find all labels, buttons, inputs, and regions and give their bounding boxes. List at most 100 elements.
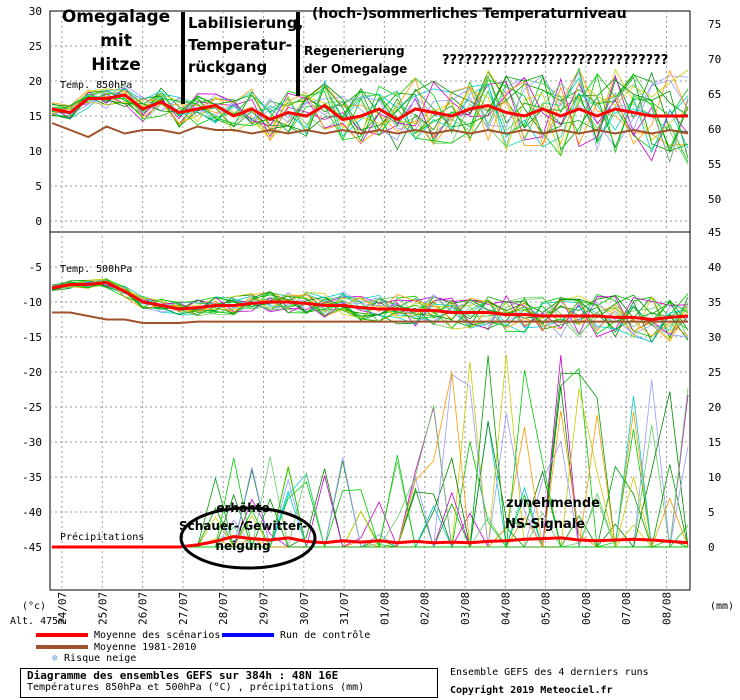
ensemble-member-500 [51, 278, 689, 340]
right-tick-label: 25 [708, 366, 721, 379]
ensemble-member-precip [52, 379, 688, 548]
ensemble-member-850 [51, 74, 689, 159]
ensemble-member-850 [51, 75, 689, 154]
annotation-labilisierung: Labilisierung, [188, 14, 303, 32]
left-tick-label: -5 [29, 261, 42, 274]
left-tick-label: -15 [22, 331, 42, 344]
annotation-zunehmende: zunehmende [506, 496, 600, 511]
x-tick-label: 03/08 [459, 592, 472, 625]
legend-swatch [222, 633, 274, 637]
footer-title: Diagramme des ensembles GEFS sur 384h : … [27, 669, 339, 682]
x-tick-label: 30/07 [298, 592, 311, 625]
precip-label: Précipitations [60, 531, 144, 543]
annotation-neigung: neigung [215, 539, 270, 553]
x-tick-label: 08/08 [661, 592, 674, 625]
right-tick-label: 35 [708, 296, 721, 309]
ensemble-member-850 [51, 79, 689, 154]
ensemble-member-precip [52, 441, 689, 549]
panel-500-frame [49, 231, 691, 591]
left-tick-label: -25 [22, 401, 42, 414]
legend-mean-climate: Moyenne 1981-2010 [36, 642, 196, 653]
ensemble-member-850 [51, 73, 689, 157]
ensemble-member-precip [52, 373, 688, 548]
x-tick-label: 31/07 [338, 592, 351, 625]
left-tick-label: 10 [29, 145, 42, 158]
x-tick-label: 01/08 [378, 592, 391, 625]
footer-subtitle: Températures 850hPa et 500hPa (°C) , pré… [27, 682, 365, 693]
x-tick-label: 05/08 [540, 592, 553, 625]
x-tick-label: 06/08 [580, 592, 593, 625]
x-tick-label: 24/07 [56, 592, 69, 625]
left-tick-label: -45 [22, 541, 42, 554]
ensemble-member-precip [52, 385, 688, 548]
x-tick-label: 29/07 [258, 592, 271, 625]
left-tick-label: -40 [22, 506, 42, 519]
annotation-ns-signale: NS-Signale [505, 517, 585, 532]
legend-label: Moyenne des scénarios [94, 630, 221, 641]
annotation-schauer: Schauer-/Gewitter- [179, 519, 307, 533]
right-tick-label: 15 [708, 436, 721, 449]
ensemble-member-precip [52, 388, 688, 549]
ensemble-member-precip [52, 373, 689, 548]
right-tick-label: 60 [708, 123, 721, 136]
right-tick-label: 0 [708, 541, 715, 554]
annotation-temperatur: Temperatur- [188, 36, 292, 54]
ensemble-member-850 [51, 67, 689, 163]
panel-850-label: Temp. 850hPa [60, 80, 132, 91]
x-tick-label: 28/07 [217, 592, 230, 625]
ensemble-member-precip [52, 391, 689, 548]
ensemble-member-precip [52, 387, 689, 548]
footer-runs: Ensemble GEFS des 4 derniers runs [450, 667, 649, 678]
scenario-mean-850-line [51, 93, 688, 122]
snowflake-icon: ❄ [52, 653, 59, 664]
ensemble-member-500 [51, 281, 689, 331]
ensemble-member-850 [51, 79, 689, 165]
scenario-mean-500-line [51, 280, 689, 322]
footer-copyright: Copyright 2019 Meteociel.fr [450, 685, 613, 696]
annotation-ellipse [179, 506, 317, 570]
left-tick-label: -20 [22, 366, 42, 379]
right-tick-label: 20 [708, 401, 721, 414]
ensemble-member-500 [51, 281, 689, 343]
annotation-rueckgang: rückgang [188, 58, 267, 76]
left-tick-label: 20 [29, 75, 42, 88]
climate-mean-500-line [52, 311, 688, 324]
x-tick-label: 26/07 [137, 592, 150, 625]
left-tick-label: 15 [29, 110, 42, 123]
altitude-label: Alt. 475m [10, 616, 64, 627]
left-tick-label: 0 [35, 215, 42, 228]
ensemble-member-850 [51, 74, 689, 143]
ensemble-member-precip [52, 411, 688, 548]
legend-control-run: Run de contrôle [222, 630, 370, 641]
annotation-sommerlich: (hoch-)sommerliches Temperaturniveau [312, 6, 627, 22]
right-tick-label: 70 [708, 53, 721, 66]
right-tick-label: 75 [708, 18, 721, 31]
legend-swatch [36, 633, 88, 637]
panel-500-label: Temp. 500hPa [60, 264, 132, 275]
legend-label: Moyenne 1981-2010 [94, 642, 197, 653]
legend-swatch [36, 645, 88, 649]
ensemble-member-850 [51, 70, 689, 152]
annotation-hitze: Hitze [91, 55, 141, 75]
annotation-mit: mit [100, 31, 132, 51]
x-tick-label: 25/07 [96, 592, 109, 625]
legend-mean-scenarios: Moyenne des scénarios [36, 630, 220, 641]
x-tick-label: 02/08 [419, 592, 432, 625]
right-tick-label: 65 [708, 88, 721, 101]
left-tick-label: -35 [22, 471, 42, 484]
right-tick-label: 50 [708, 193, 721, 206]
unit-right: (mm) [710, 601, 734, 612]
climate-mean-850-line [51, 122, 689, 139]
footer-info-box: Diagramme des ensembles GEFS sur 384h : … [20, 668, 438, 698]
right-tick-label: 10 [708, 471, 721, 484]
ensemble-member-500 [51, 279, 689, 335]
left-tick-label: 5 [35, 180, 42, 193]
scenario-mean-precip-line [52, 534, 689, 549]
left-tick-label: 30 [29, 5, 42, 18]
left-tick-label: -30 [22, 436, 42, 449]
x-tick-label: 04/08 [499, 592, 512, 625]
unit-left: (°c) [22, 601, 46, 612]
right-tick-label: 40 [708, 261, 721, 274]
annotation-questionmarks: ?????????????????????????????? [442, 53, 668, 68]
